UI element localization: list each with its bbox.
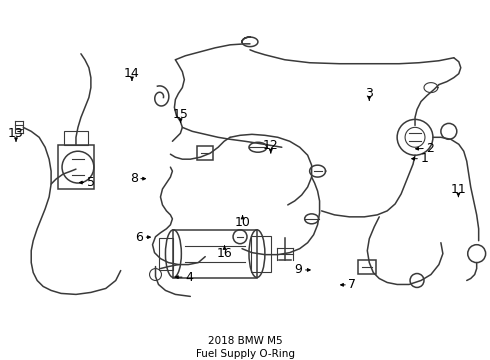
Bar [358, 260, 376, 274]
Text: 8: 8 [130, 172, 138, 185]
Text: 12: 12 [263, 139, 279, 152]
Text: 15: 15 [173, 108, 189, 121]
Text: 2: 2 [426, 142, 434, 155]
Bar [64, 131, 88, 145]
Bar [173, 230, 257, 278]
Text: Fuel Supply O-Ring: Fuel Supply O-Ring [196, 349, 294, 359]
Bar [159, 238, 173, 270]
Text: 4: 4 [185, 271, 193, 284]
Text: 10: 10 [235, 216, 250, 229]
Text: 16: 16 [217, 247, 232, 260]
Text: 6: 6 [135, 231, 143, 244]
Text: 9: 9 [294, 264, 302, 276]
Text: 3: 3 [366, 86, 373, 100]
Text: 13: 13 [8, 127, 24, 140]
Text: 14: 14 [124, 67, 140, 80]
Bar [197, 146, 213, 160]
Text: 5: 5 [87, 176, 95, 189]
Text: 1: 1 [420, 152, 428, 165]
Text: 7: 7 [348, 278, 356, 291]
Text: 11: 11 [450, 183, 466, 196]
Bar [251, 236, 271, 271]
Text: 2018 BMW M5: 2018 BMW M5 [208, 336, 282, 346]
Bar [58, 145, 94, 189]
